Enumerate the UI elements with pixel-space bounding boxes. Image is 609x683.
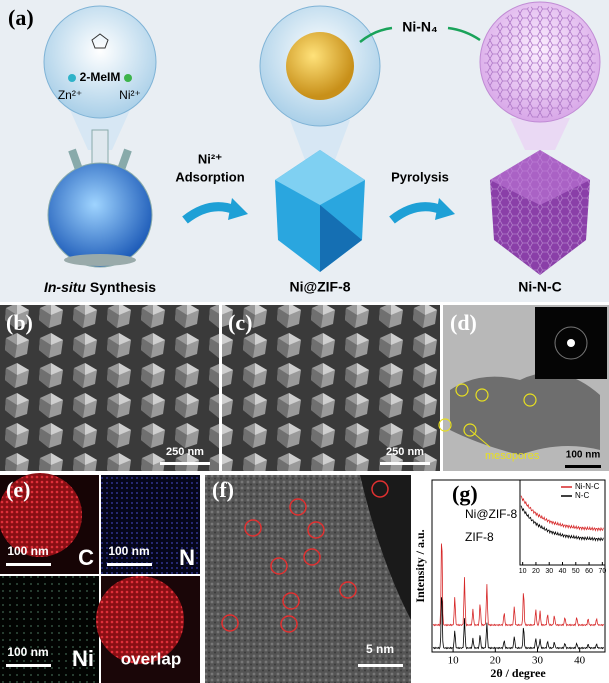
scale-bar <box>6 664 51 667</box>
ni-dot <box>124 74 132 82</box>
inset-x-tick-label: 70 <box>598 568 606 575</box>
arrow <box>447 26 481 42</box>
panel-label: (g) <box>452 481 478 506</box>
scale-bar <box>380 462 430 465</box>
element-label: N <box>179 545 195 570</box>
ni-site-markers <box>221 480 389 633</box>
step-label: Pyrolysis <box>391 169 449 184</box>
scale-label: 100 nm <box>7 544 48 558</box>
inset-x-tick-label: 10 <box>519 568 527 575</box>
scale-bar <box>6 563 51 566</box>
series-label: Ni@ZIF-8 <box>465 507 518 521</box>
scale-bar <box>160 462 210 465</box>
legend-label: N-C <box>575 491 589 500</box>
x-tick-label: 30 <box>532 655 544 667</box>
hrtem-edge <box>360 475 411 620</box>
step-label: Adsorption <box>175 169 244 184</box>
inset-pattern-trace <box>520 505 604 542</box>
map-overlap-signal <box>96 576 184 664</box>
panel-label: (e) <box>6 477 30 502</box>
zif-crystal-face <box>275 150 365 205</box>
caption-italic: In-situ <box>44 279 86 295</box>
map-c-signal <box>0 473 82 557</box>
step-label: Ni²⁺ <box>198 151 222 166</box>
caption: Ni-N-C <box>518 279 562 295</box>
zif-crystal-face <box>320 205 362 272</box>
x-tick-label: 10 <box>448 655 460 667</box>
caption: In-situ Synthesis <box>44 279 156 295</box>
inset-x-tick-label: 20 <box>532 568 540 575</box>
scale-label: 100 nm <box>108 544 149 558</box>
sem-image <box>0 305 219 471</box>
scale-bar <box>107 563 152 566</box>
zn-dot <box>68 74 76 82</box>
bubble <box>43 5 157 119</box>
caption-rest: Synthesis <box>86 279 156 295</box>
inset-x-tick-label: 50 <box>572 568 580 575</box>
annotation-arrow <box>469 429 491 448</box>
panel-label: (b) <box>6 310 33 335</box>
saed-ring <box>554 326 588 360</box>
panel-label: (f) <box>212 477 234 502</box>
plot-frame <box>431 479 606 653</box>
saed-center <box>567 339 575 347</box>
arrow-head <box>435 198 455 220</box>
caption: Ni@ZIF-8 <box>289 279 350 295</box>
nnc-face <box>490 150 590 205</box>
x-axis-label: 2θ / degree <box>490 666 546 680</box>
element-label: C <box>78 545 94 570</box>
element-label: overlap <box>121 649 181 668</box>
scale-bar <box>565 465 601 468</box>
scale-label: 250 nm <box>386 446 424 458</box>
graphene <box>484 6 596 118</box>
series-label: ZIF-8 <box>465 530 494 544</box>
inset-x-tick-label: 30 <box>545 568 553 575</box>
sem-image <box>222 305 440 471</box>
legend-label: Ni-N-C <box>575 482 600 491</box>
x-tick-label: 20 <box>490 655 502 667</box>
scale-label: 100 nm <box>566 450 601 461</box>
map-n <box>101 475 200 574</box>
bubble-cone <box>290 120 350 160</box>
pore-markers <box>438 383 537 437</box>
pattern-trace <box>432 597 605 650</box>
inset-x-tick-label: 40 <box>559 568 567 575</box>
zif-core <box>286 32 354 100</box>
y-axis-label: Intensity / a.u. <box>413 529 427 602</box>
flask <box>47 162 153 268</box>
panel-label: (a) <box>8 5 34 30</box>
flask-base <box>64 254 136 266</box>
inset-frame <box>519 479 606 566</box>
ni-label: Ni²⁺ <box>119 88 141 102</box>
x-tick-label: 40 <box>574 655 586 667</box>
scale-label: 100 nm <box>7 645 48 659</box>
scale-bar <box>358 664 403 667</box>
element-label: Ni <box>72 646 94 671</box>
arrow-head <box>228 198 248 220</box>
scale-label: 250 nm <box>166 446 204 458</box>
bubble-cone <box>510 118 570 150</box>
inset-pattern-trace <box>520 495 604 532</box>
pattern-trace <box>432 543 605 627</box>
inset-x-tick-label: 60 <box>585 568 593 575</box>
panel-label: (c) <box>228 310 252 335</box>
ligand: 2-MeIM <box>80 70 121 84</box>
annotation: mesopores <box>485 450 540 462</box>
arrow <box>359 26 393 43</box>
site-label: Ni-N₄ <box>402 19 437 35</box>
molecule <box>91 33 109 49</box>
zn-label: Zn²⁺ <box>58 88 82 102</box>
scale-label: 5 nm <box>366 642 394 656</box>
panel-label: (d) <box>450 310 477 335</box>
